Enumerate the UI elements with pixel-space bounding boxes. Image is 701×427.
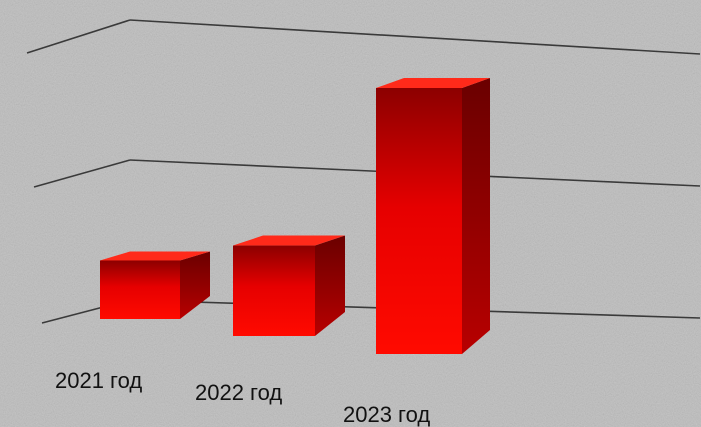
gridline bbox=[129, 19, 701, 55]
bar-front-face bbox=[376, 88, 462, 354]
gridline bbox=[26, 19, 131, 54]
bar bbox=[233, 235, 345, 336]
category-label: 2021 год bbox=[55, 368, 142, 393]
bar-side-face bbox=[462, 78, 490, 354]
bar bbox=[376, 78, 490, 354]
bar-side-face bbox=[180, 251, 210, 319]
bar-top-face bbox=[100, 251, 210, 261]
bars bbox=[100, 78, 490, 354]
bar-top-face bbox=[376, 78, 490, 88]
category-labels: 2021 год 2022 год 2023 год bbox=[55, 368, 430, 427]
gridline bbox=[33, 159, 131, 188]
category-label: 2022 год bbox=[195, 380, 282, 405]
bar bbox=[100, 251, 210, 319]
bar-front-face bbox=[100, 260, 180, 319]
bar-top-face bbox=[233, 235, 345, 246]
bar-side-face bbox=[315, 235, 345, 336]
bar-front-face bbox=[233, 245, 315, 336]
category-label: 2023 год bbox=[343, 402, 430, 427]
